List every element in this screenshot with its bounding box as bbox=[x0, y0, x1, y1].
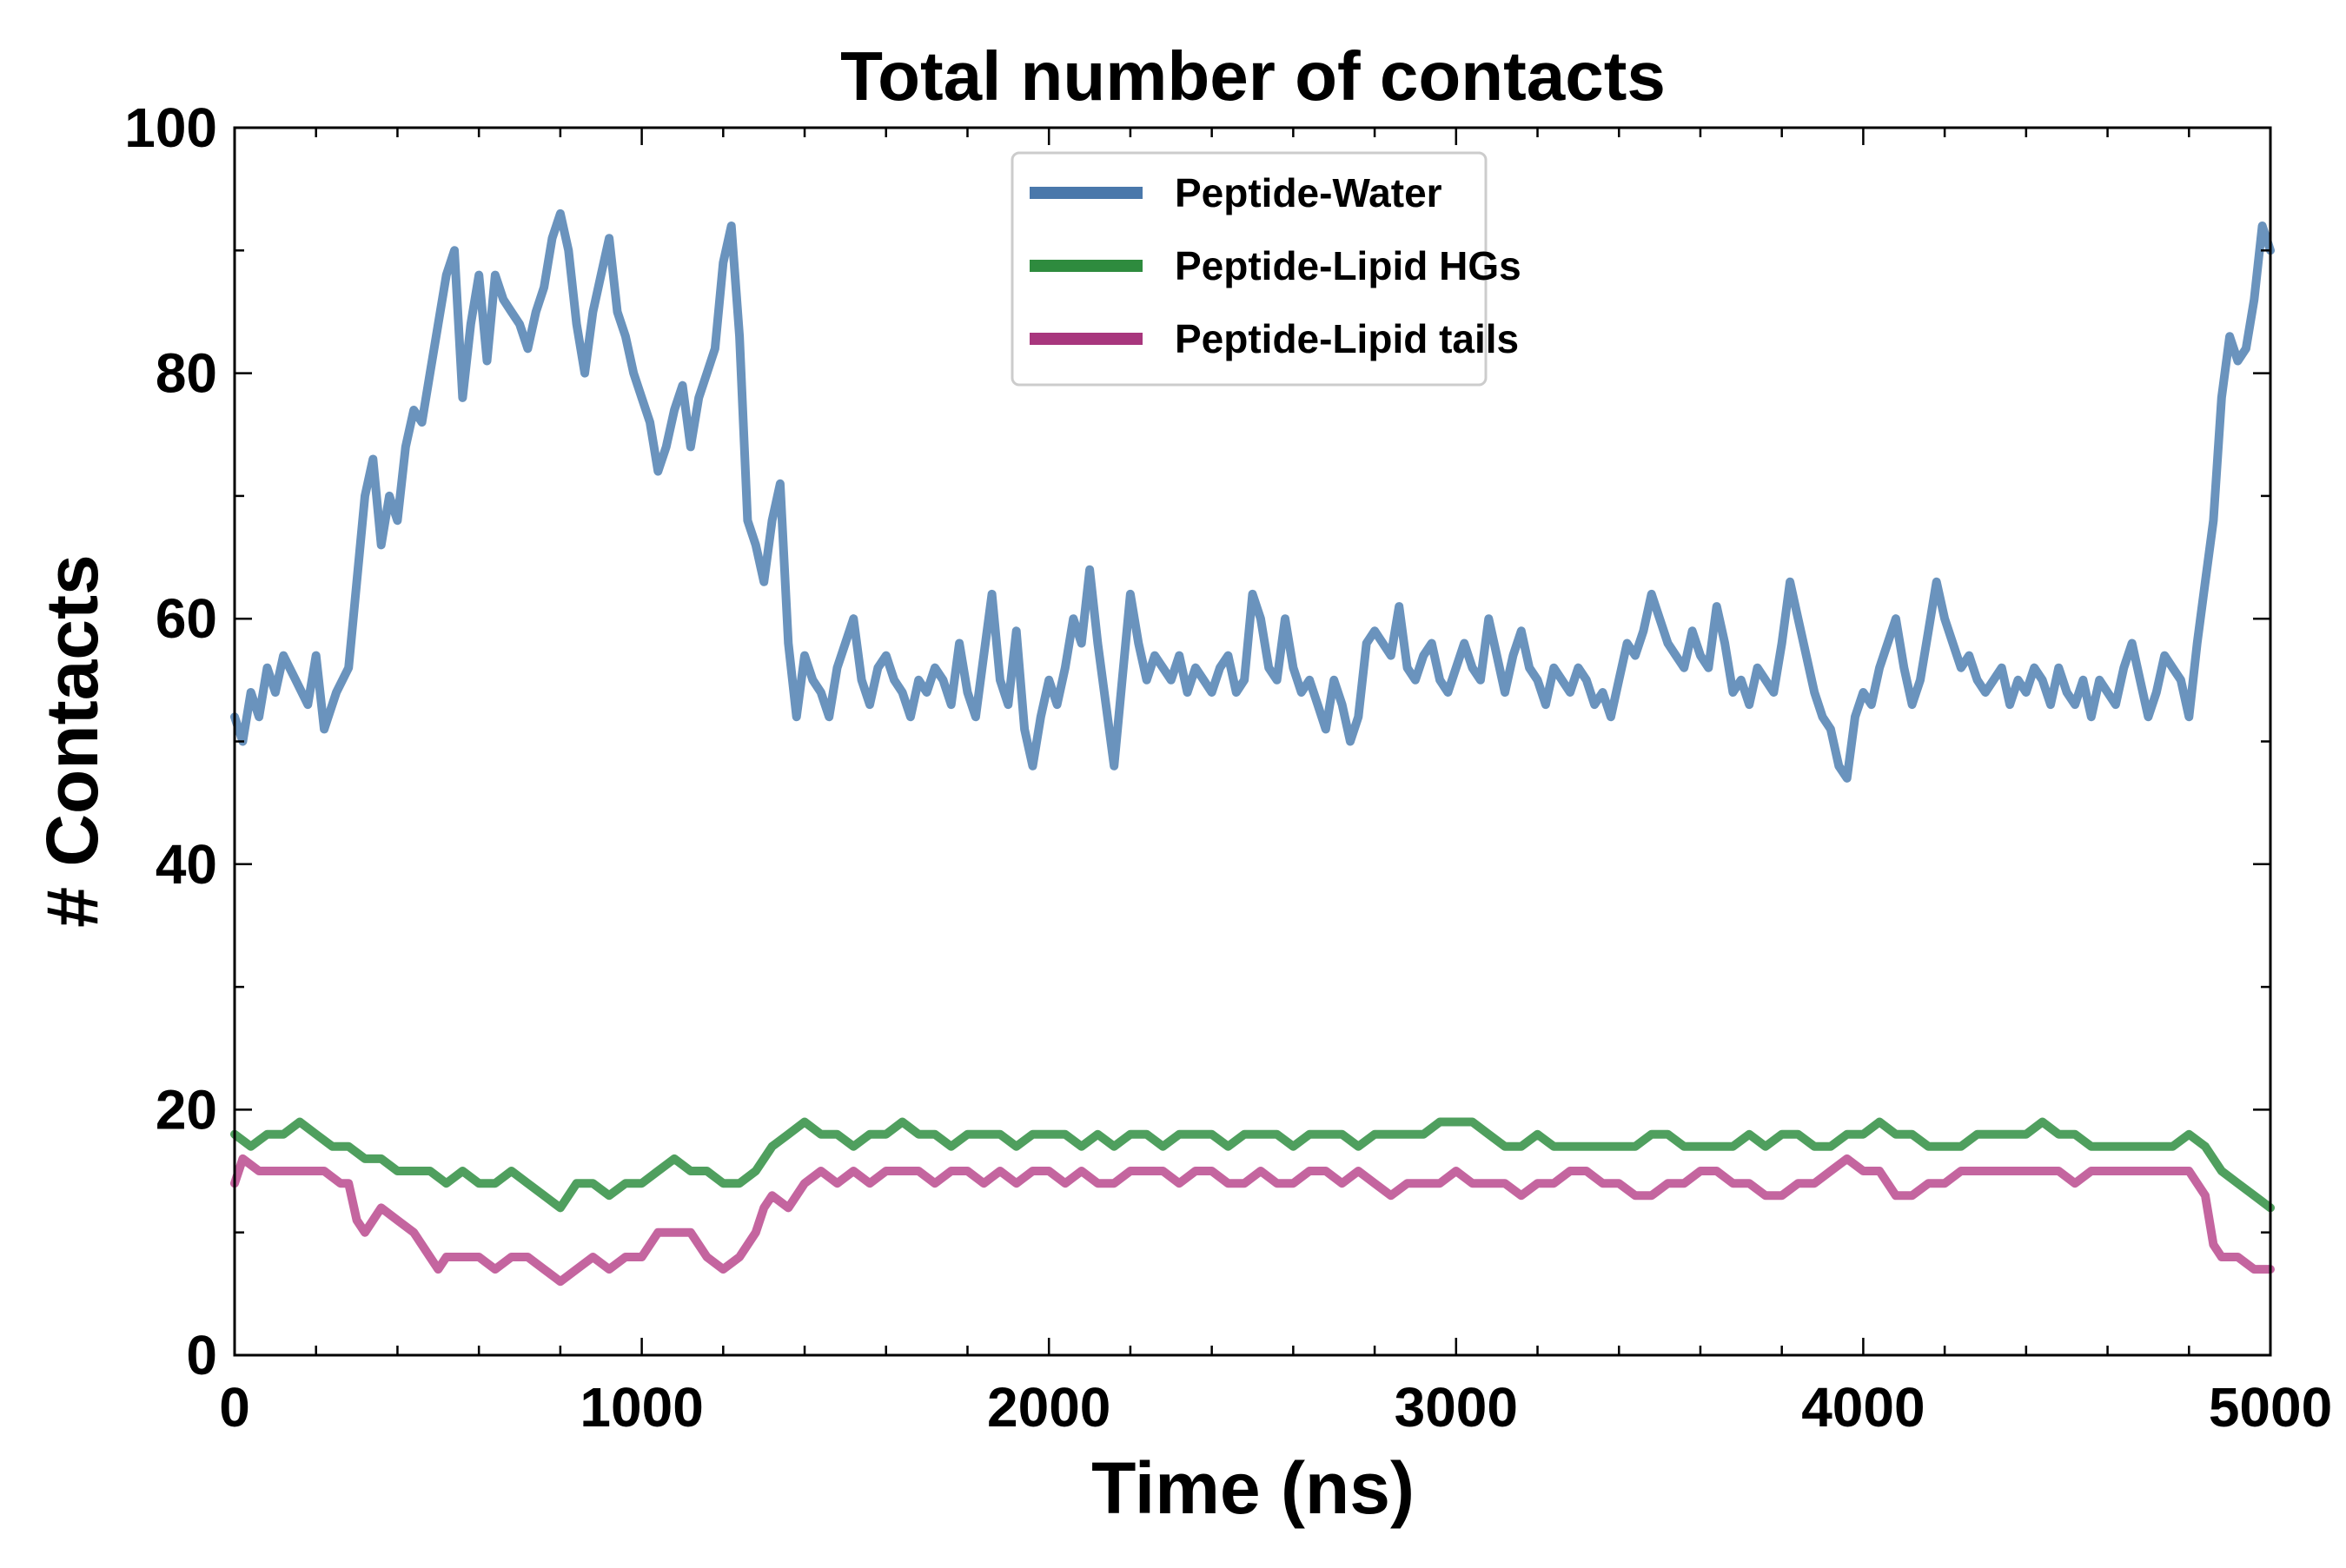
series-line-peptide-lipid-tails bbox=[230, 1154, 2275, 1287]
y-tick-label: 60 bbox=[156, 587, 217, 650]
x-tick-label: 2000 bbox=[987, 1376, 1110, 1439]
y-axis-label: # Contacts bbox=[31, 554, 113, 927]
x-axis-label: Time (ns) bbox=[1091, 1447, 1415, 1529]
y-tick-label: 40 bbox=[156, 833, 217, 896]
x-tick-label: 0 bbox=[219, 1376, 250, 1439]
legend-box bbox=[1011, 151, 1488, 387]
legend-label-peptide-lipid-tails: Peptide-Lipid tails bbox=[1175, 316, 1519, 361]
legend-label-peptide-lipid-hgs: Peptide-Lipid HGs bbox=[1175, 243, 1521, 288]
y-tick-label: 100 bbox=[124, 96, 217, 159]
y-tick-label: 0 bbox=[186, 1324, 217, 1386]
series-line-peptide-lipid-hgs bbox=[230, 1117, 2275, 1213]
x-tick-label: 4000 bbox=[1801, 1376, 1925, 1439]
x-tick-label: 1000 bbox=[580, 1376, 703, 1439]
chart-title: Total number of contacts bbox=[840, 37, 1666, 115]
y-tick-label: 80 bbox=[156, 342, 217, 405]
plot-area-frame bbox=[233, 126, 2272, 1357]
legend: Peptide-Water Peptide-Lipid HGs Peptide-Li… bbox=[1011, 151, 1521, 387]
x-tick-label: 5000 bbox=[2209, 1376, 2332, 1439]
series-layer bbox=[230, 208, 2275, 1287]
y-tick-label: 20 bbox=[156, 1078, 217, 1141]
legend-label-peptide-water: Peptide-Water bbox=[1175, 170, 1442, 215]
tick-layer: 0 1000 2000 3000 4000 5000 0 20 40 60 80 100 bbox=[124, 96, 2332, 1439]
x-tick-label: 3000 bbox=[1395, 1376, 1518, 1439]
series-line-peptide-water bbox=[230, 208, 2275, 783]
